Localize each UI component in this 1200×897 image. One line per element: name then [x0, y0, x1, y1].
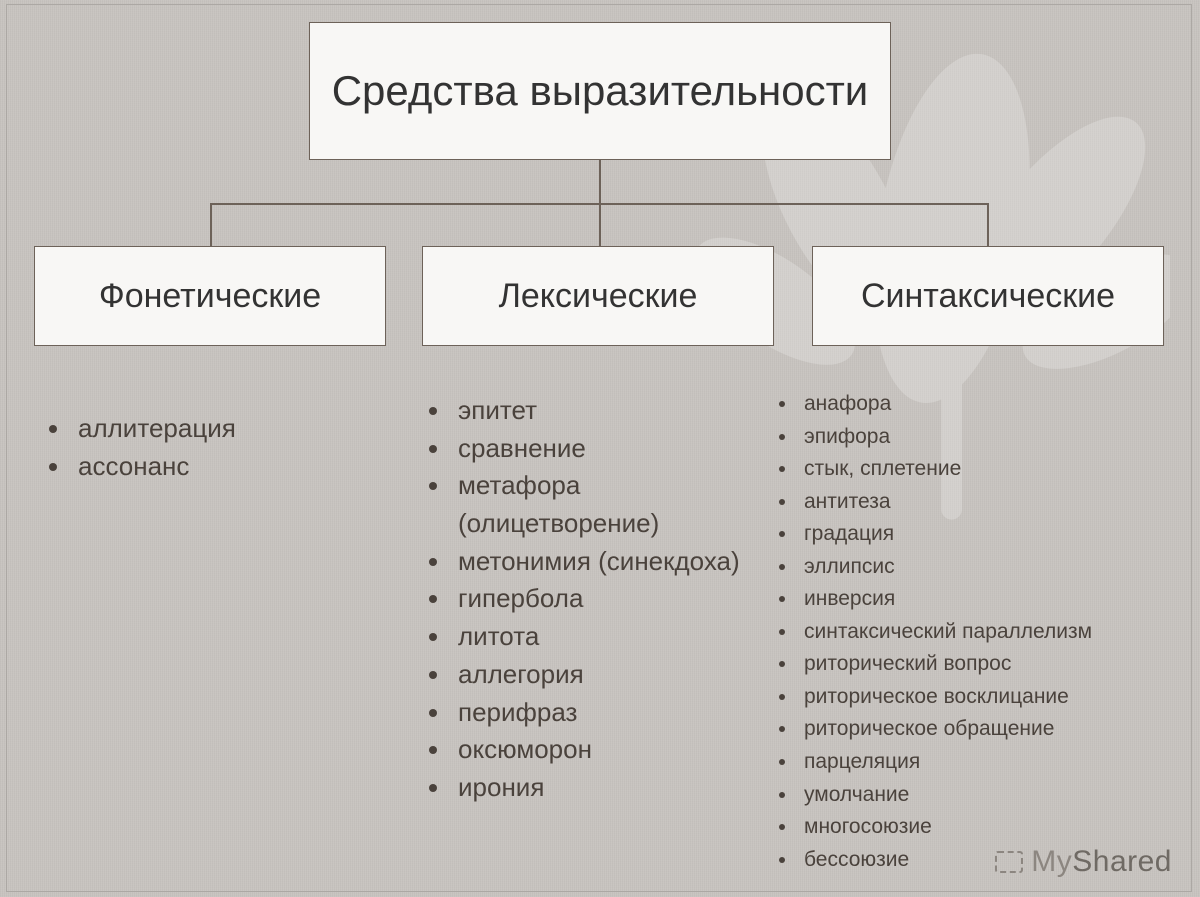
list-item: эпитет [452, 392, 774, 430]
connector-drop-1 [210, 203, 212, 246]
list-item: анафора [798, 388, 1190, 421]
connector-drop-3 [987, 203, 989, 246]
child-node-syntactic: Синтаксические [812, 246, 1164, 346]
root-node: Средства выразительности [309, 22, 891, 160]
bullet-list-syntactic: анафораэпифорастык, сплетениеантитезагра… [760, 388, 1190, 876]
bullet-list-lexical: эпитетсравнениеметафора (олицетворение)м… [414, 392, 774, 807]
list-item: синтаксический параллелизм [798, 616, 1190, 649]
list-item: многосоюзие [798, 811, 1190, 844]
child-node-phonetic: Фонетические [34, 246, 386, 346]
list-item: парцеляция [798, 746, 1190, 779]
list-item: аллитерация [72, 410, 394, 448]
list-item: стык, сплетение [798, 453, 1190, 486]
child-node-phonetic-label: Фонетические [99, 276, 321, 317]
list-item: антитеза [798, 486, 1190, 519]
connector-drop-2 [599, 203, 601, 246]
root-node-label: Средства выразительности [332, 66, 869, 116]
list-item: перифраз [452, 694, 774, 732]
list-item: гипербола [452, 580, 774, 618]
list-item: эпифора [798, 421, 1190, 454]
watermark-suffix: Shared [1072, 845, 1172, 878]
connector-root-drop [599, 160, 601, 203]
list-item: аллегория [452, 656, 774, 694]
list-item: риторическое обращение [798, 713, 1190, 746]
list-item: ирония [452, 769, 774, 807]
list-item: инверсия [798, 583, 1190, 616]
watermark-prefix: My [1031, 845, 1072, 878]
list-item: риторический вопрос [798, 648, 1190, 681]
child-node-lexical-label: Лексические [499, 276, 698, 317]
list-item: градация [798, 518, 1190, 551]
watermark: MyShared [995, 845, 1172, 879]
list-item: ассонанс [72, 448, 394, 486]
child-node-lexical: Лексические [422, 246, 774, 346]
child-node-syntactic-label: Синтаксические [861, 276, 1115, 317]
list-item: оксюморон [452, 731, 774, 769]
watermark-icon [995, 851, 1023, 873]
list-item: умолчание [798, 779, 1190, 812]
list-item: литота [452, 618, 774, 656]
list-item: метонимия (синекдоха) [452, 543, 774, 581]
list-item: метафора (олицетворение) [452, 467, 774, 542]
list-item: риторическое восклицание [798, 681, 1190, 714]
bullet-list-phonetic: аллитерацияассонанс [34, 410, 394, 485]
list-item: сравнение [452, 430, 774, 468]
list-item: эллипсис [798, 551, 1190, 584]
